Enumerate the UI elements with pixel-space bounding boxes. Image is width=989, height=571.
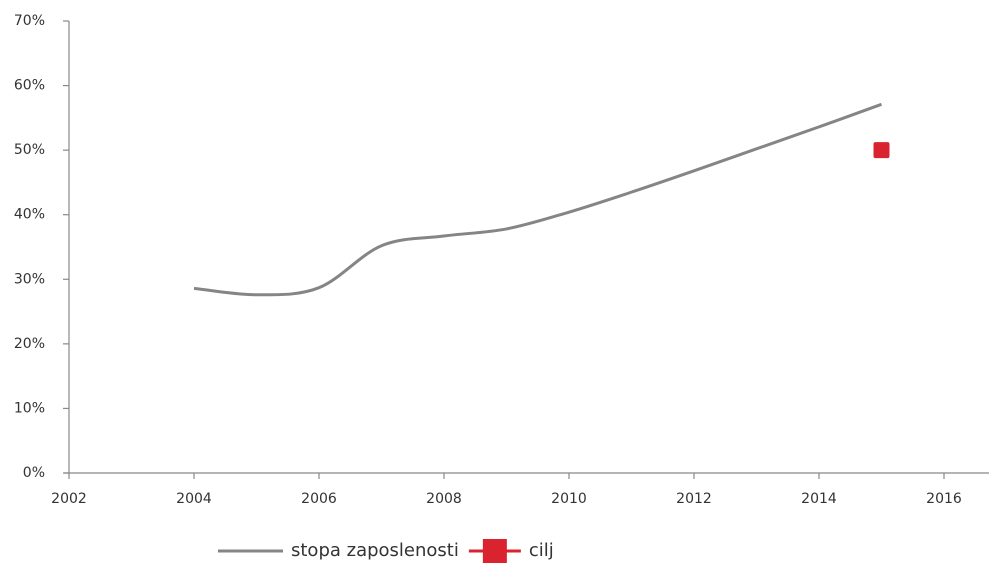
line-series [193,102,883,297]
x-tick-label: 2004 [176,491,212,507]
y-tick-label: 20% [14,336,45,352]
legend-swatch [482,539,507,563]
x-tick-label: 2008 [426,491,462,507]
y-tick-label: 10% [14,400,45,416]
x-tick-label: 2012 [676,491,712,507]
x-tick-label: 2006 [301,491,337,507]
x-tick-label: 2014 [801,491,837,507]
legend-label: stopa zaposlenosti [291,540,459,561]
y-tick-label: 30% [14,271,45,287]
x-tick-label: 2010 [551,491,587,507]
y-tick-label: 70% [14,13,45,29]
target-marker [873,142,890,159]
x-tick-label: 2002 [51,491,87,507]
y-tick-label: 60% [14,78,45,94]
x-tick-label: 2016 [926,491,962,507]
y-tick-label: 50% [14,142,45,158]
y-tick-label: 0% [23,465,45,481]
legend-label: cilj [529,540,554,561]
y-tick-label: 40% [14,207,45,223]
